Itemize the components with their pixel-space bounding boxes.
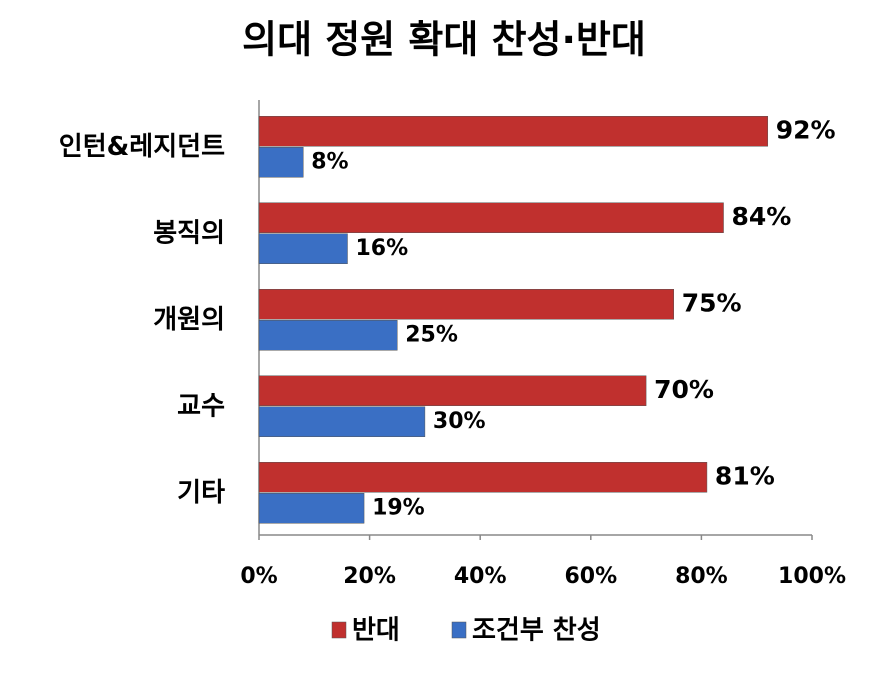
value-label: 81% bbox=[715, 461, 775, 490]
bar bbox=[258, 289, 674, 320]
value-label: 19% bbox=[372, 495, 425, 520]
value-label: 70% bbox=[654, 375, 714, 404]
value-label: 8% bbox=[311, 149, 348, 174]
y-tick-label: 봉직의 bbox=[153, 218, 225, 248]
x-tick-label: 80% bbox=[675, 564, 728, 589]
bar bbox=[258, 116, 769, 147]
x-tick-label: 0% bbox=[240, 564, 277, 589]
bar bbox=[258, 493, 365, 524]
bar bbox=[258, 375, 647, 406]
x-tick-label: 60% bbox=[564, 564, 617, 589]
bar bbox=[258, 320, 398, 351]
bar bbox=[258, 406, 426, 437]
x-tick-label: 100% bbox=[778, 564, 846, 589]
legend-swatch bbox=[451, 621, 467, 639]
x-tick-label: 20% bbox=[343, 564, 396, 589]
value-label: 75% bbox=[682, 288, 742, 317]
value-label: 16% bbox=[355, 236, 408, 261]
y-tick-label: 인턴&레지던트 bbox=[59, 132, 225, 162]
value-label: 92% bbox=[776, 115, 836, 144]
bar bbox=[258, 462, 708, 493]
legend-label: 반대 bbox=[352, 616, 400, 646]
y-tick-label: 기타 bbox=[177, 478, 225, 508]
bar bbox=[258, 233, 348, 264]
legend-swatch bbox=[331, 621, 347, 639]
legend-label: 조건부 찬성 bbox=[472, 616, 601, 646]
value-label: 84% bbox=[732, 202, 792, 231]
chart-title: 의대 정원 확대 찬성·반대 bbox=[242, 18, 646, 62]
bar bbox=[258, 147, 304, 178]
x-tick-label: 40% bbox=[454, 564, 507, 589]
bar bbox=[258, 202, 724, 233]
value-label: 25% bbox=[405, 322, 458, 347]
y-tick-label: 개원의 bbox=[153, 305, 225, 335]
y-tick-label: 교수 bbox=[177, 391, 225, 421]
value-label: 30% bbox=[433, 409, 486, 434]
